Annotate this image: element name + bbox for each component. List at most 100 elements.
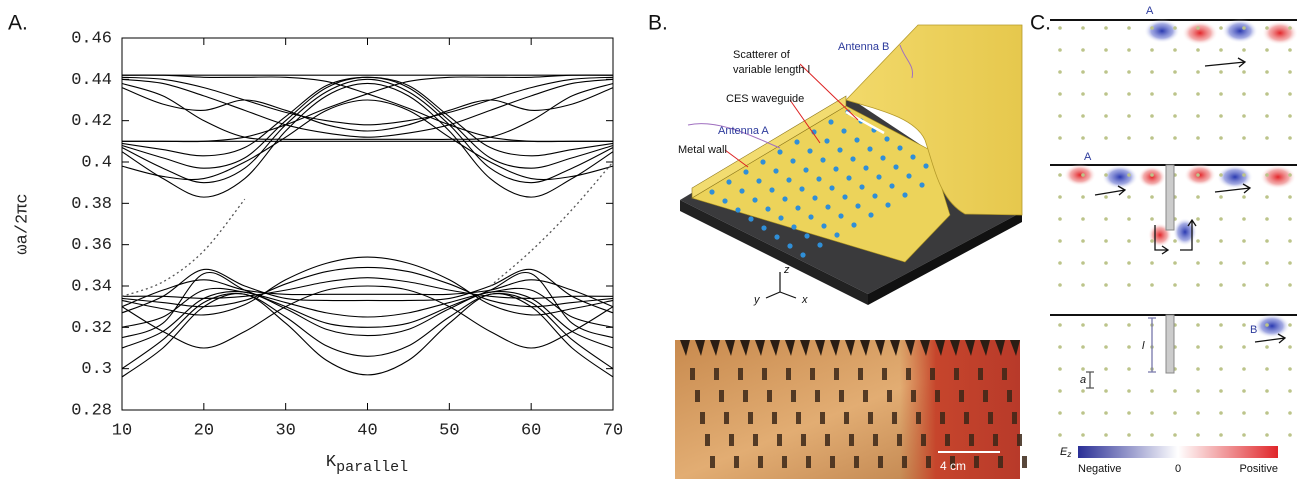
lattice-dot [1127,433,1131,437]
scatterer-post [838,213,843,218]
lattice-dot [1196,411,1200,415]
scatterer-post [902,192,907,197]
lattice-dot [1173,114,1177,118]
post [849,434,854,446]
x-tick-label: 60 [521,421,541,440]
lattice-dot [1058,173,1062,177]
band-chart: ωa/2πc Kparallel 0.280.30.320.340.360.38… [13,29,623,475]
lattice-dot [1219,367,1223,371]
lattice-dot [1288,239,1292,243]
lattice-dot [1081,70,1085,74]
scatterer-post [769,187,774,192]
post [796,412,801,424]
lattice-dot [1173,283,1177,287]
lattice-dot [1219,283,1223,287]
post [830,456,835,468]
post [767,390,772,402]
lattice-dot [1081,114,1085,118]
lattice-dot [1196,26,1200,30]
lattice-dot [1265,173,1269,177]
scatterer-post [790,158,795,163]
lattice-dot [1104,136,1108,140]
lattice-dot [1104,345,1108,349]
lattice-dot [1288,367,1292,371]
post [791,390,796,402]
lattice-dot [1081,136,1085,140]
lattice-dot [1242,345,1246,349]
x-tick-label: 30 [275,421,295,440]
post [839,390,844,402]
lattice-dot [1150,26,1154,30]
post [978,368,983,380]
lattice-dot [1242,389,1246,393]
lattice-dot [1219,48,1223,52]
post [777,434,782,446]
scale-label: 4 cm [940,459,966,473]
scatterer-post [854,137,859,142]
lattice-dot [1173,92,1177,96]
scatterer-post [820,157,825,162]
lattice-dot [1219,433,1223,437]
lattice-dot [1127,261,1131,265]
lattice-dot [1127,48,1131,52]
lattice-dot [1127,217,1131,221]
field-maps: A A B l a Ez Negative 0 Positive [1050,5,1297,475]
y-tick-label: 0.36 [71,236,112,255]
label: variable length l [733,64,810,76]
lattice-dot [1081,217,1085,221]
lattice-dot [1265,323,1269,327]
label: CES waveguide [726,93,804,105]
axis-letter: x [801,294,808,306]
lattice-dot [1081,195,1085,199]
scatterer-post [923,163,928,168]
lattice-dot [1058,367,1062,371]
lattice-dot [1104,367,1108,371]
post [974,456,979,468]
post [930,368,935,380]
scatterer-post [777,149,782,154]
y-tick-label: 0.38 [71,195,112,214]
lattice-dot [1081,239,1085,243]
lattice-dot [1196,195,1200,199]
scatterer-post [804,233,809,238]
post [964,412,969,424]
lattice-dot [1081,389,1085,393]
post [897,434,902,446]
lattice-dot [1242,323,1246,327]
lattice-dot [1219,323,1223,327]
lattice-dot [1058,261,1062,265]
y-tick-label: 0.3 [81,360,112,379]
scatterer-post [834,232,839,237]
scatterer-post [816,176,821,181]
lattice-dot [1081,261,1085,265]
lattice-dot [1288,26,1292,30]
lattice-dot [1196,323,1200,327]
axes-glyph [766,272,796,298]
lattice-dot [1242,261,1246,265]
lattice-dot [1104,261,1108,265]
lattice-dot [1288,345,1292,349]
lattice-dot [1219,70,1223,74]
lattice-dot [1127,411,1131,415]
scatterer-post [817,242,822,247]
scatterer-post [722,198,727,203]
y-tick-label: 0.44 [71,71,112,90]
lattice-dot [1150,283,1154,287]
lattice-dot [1265,48,1269,52]
post [772,412,777,424]
scatterer-post [824,138,829,143]
lattice-dot [1242,239,1246,243]
lattice-dot [1173,26,1177,30]
field [1064,19,1297,338]
lattice-dot [1127,136,1131,140]
lattice-dot [1288,136,1292,140]
lattice-dot [1058,114,1062,118]
lattice-dot [1150,389,1154,393]
post [753,434,758,446]
lattice-dot [1265,261,1269,265]
lattice-dot [1150,173,1154,177]
post [959,390,964,402]
scatterer-post [859,184,864,189]
scatterer-post [808,214,813,219]
post [1007,390,1012,402]
